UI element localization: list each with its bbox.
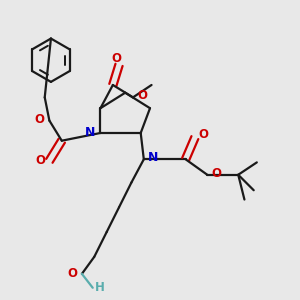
- Text: O: O: [68, 267, 78, 280]
- Text: O: O: [137, 89, 147, 102]
- Text: N: N: [148, 151, 158, 164]
- Text: O: O: [199, 128, 208, 141]
- Text: O: O: [111, 52, 121, 64]
- Text: O: O: [212, 167, 222, 180]
- Text: O: O: [35, 154, 45, 167]
- Text: H: H: [94, 281, 104, 294]
- Text: N: N: [85, 127, 96, 140]
- Text: O: O: [34, 112, 44, 125]
